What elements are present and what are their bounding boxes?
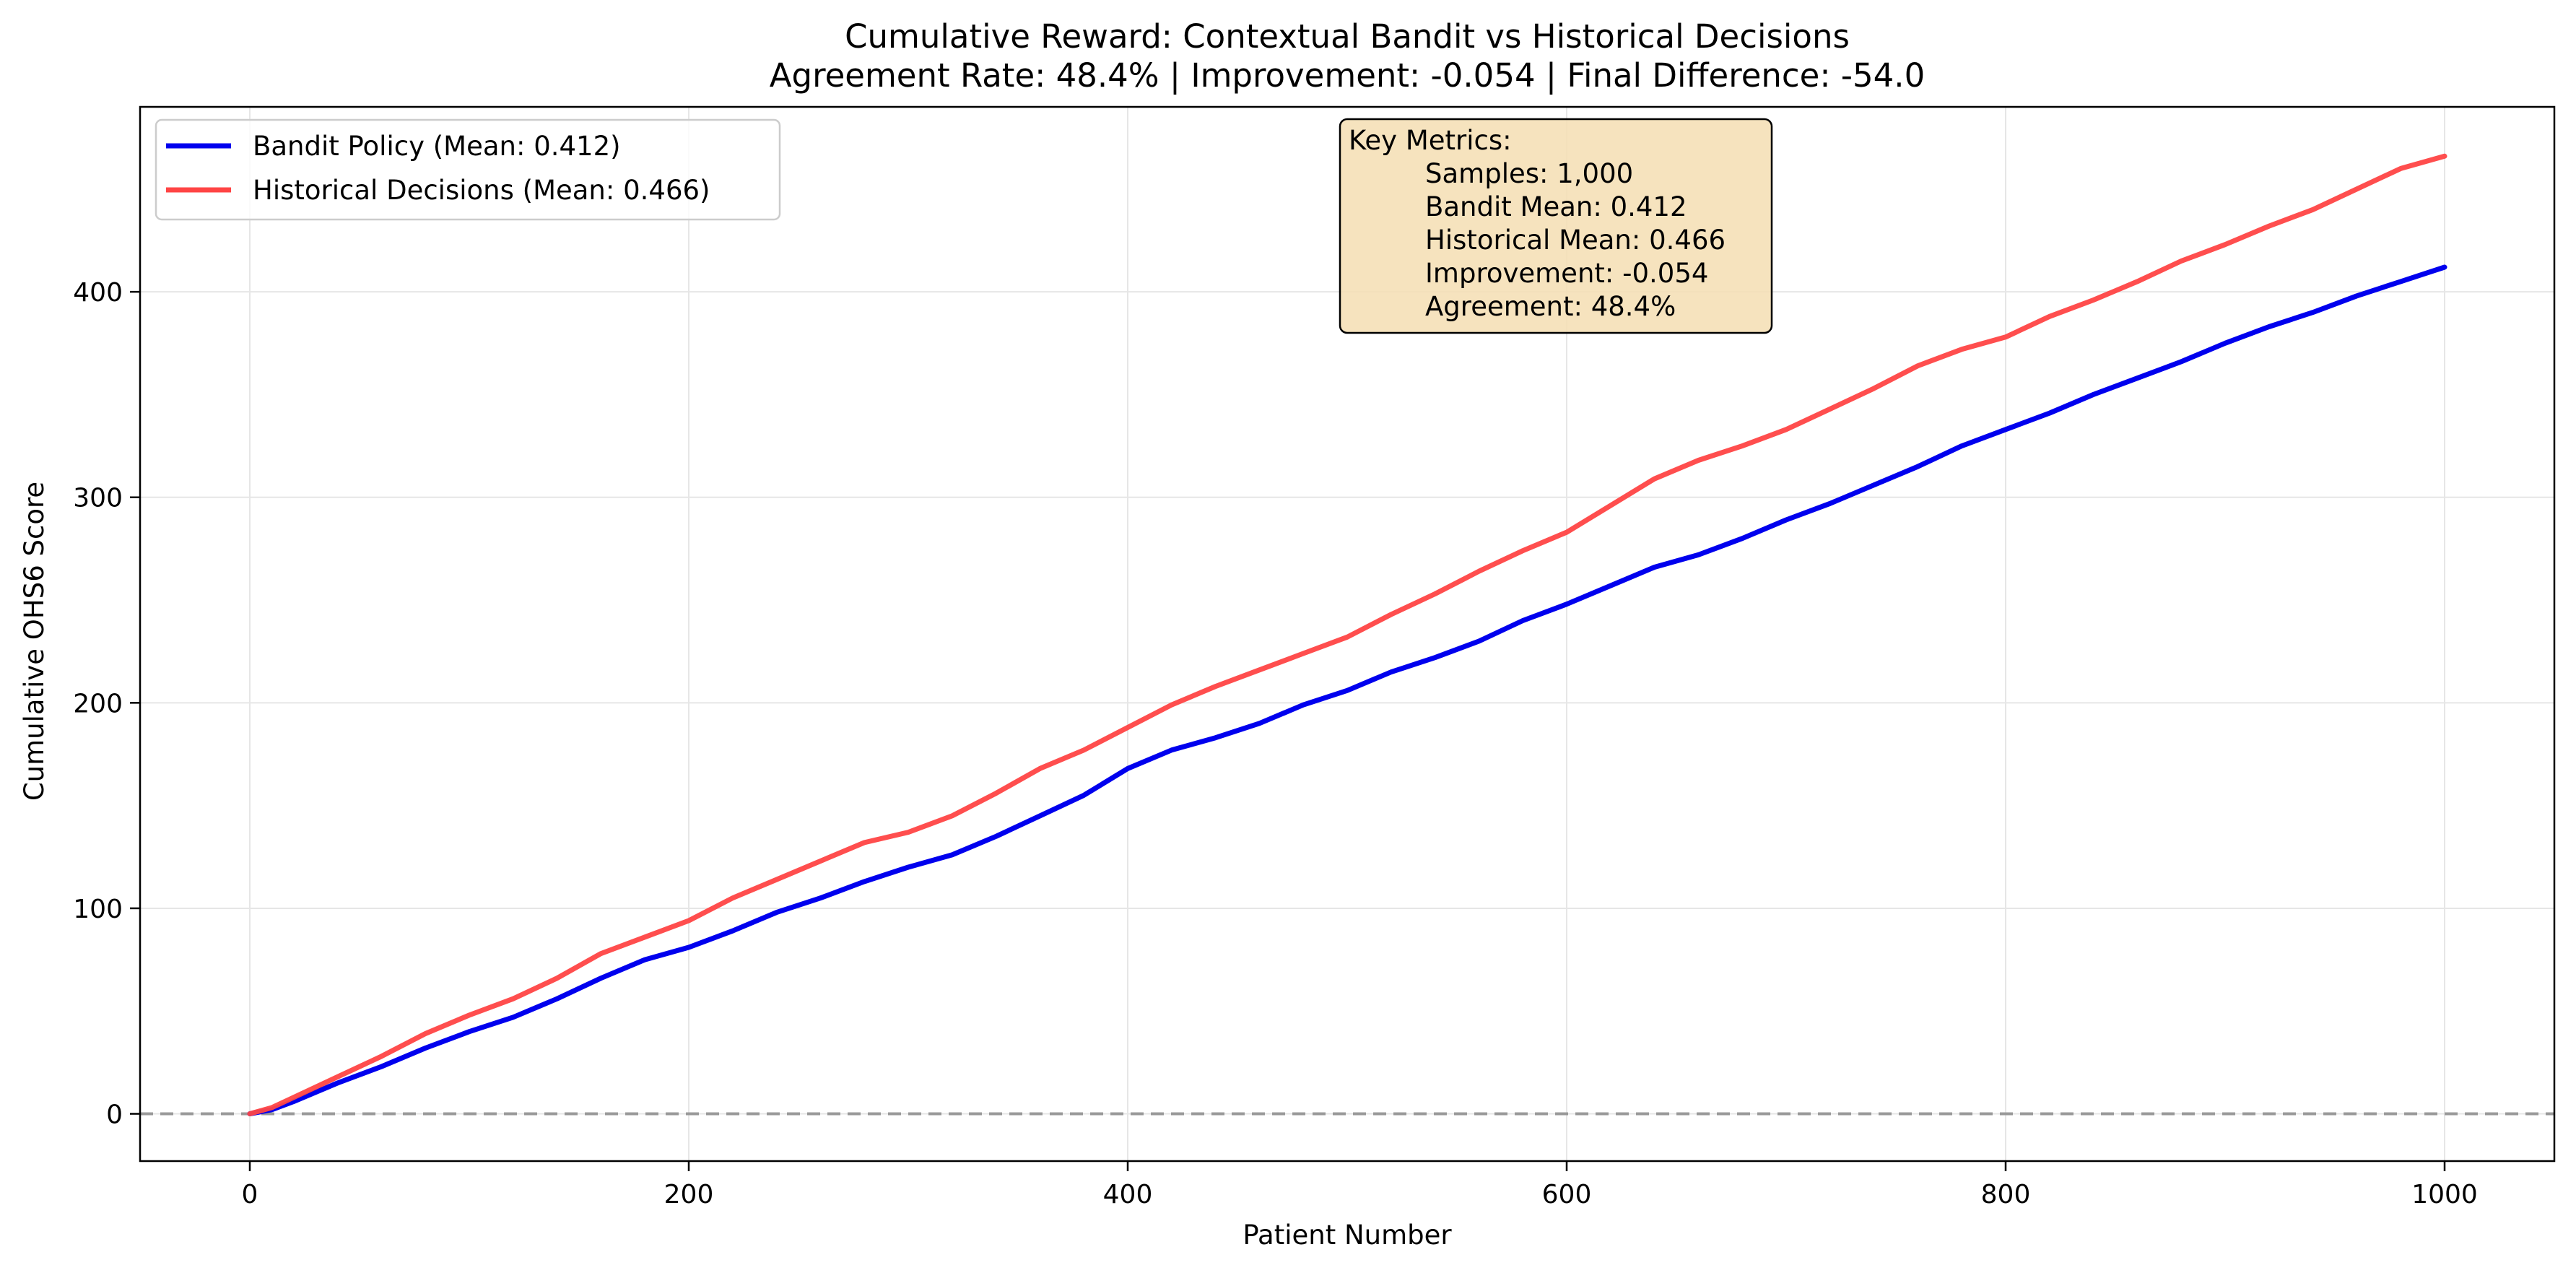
series-lines xyxy=(247,153,2447,1116)
historical-decisions-line xyxy=(247,153,2447,1116)
key-metrics-background xyxy=(1339,118,1773,334)
chart-subtitle: Agreement Rate: 48.4% | Improvement: -0.… xyxy=(770,56,1926,95)
x-axis-ticks: 0 200 400 600 800 1000 xyxy=(242,1161,2478,1209)
y-tick-label: 400 xyxy=(73,278,123,308)
x-tick-label: 600 xyxy=(1542,1180,1592,1209)
x-tick-label: 200 xyxy=(664,1180,714,1209)
legend-label-historical: Historical Decisions (Mean: 0.466) xyxy=(253,175,710,206)
y-tick-label: 0 xyxy=(106,1100,123,1130)
key-metric-improvement: Improvement: -0.054 xyxy=(1425,258,1708,289)
x-axis-label: Patient Number xyxy=(1243,1220,1452,1251)
legend: Bandit Policy (Mean: 0.412) Historical D… xyxy=(155,118,781,221)
y-tick-label: 300 xyxy=(73,484,123,513)
chart-title: Cumulative Reward: Contextual Bandit vs … xyxy=(845,17,1850,56)
y-tick-label: 100 xyxy=(73,895,123,924)
y-axis-ticks: 0 100 200 300 400 xyxy=(73,278,140,1130)
x-tick-label: 0 xyxy=(242,1180,258,1209)
key-metric-bandit-mean: Bandit Mean: 0.412 xyxy=(1425,191,1687,222)
key-metric-samples: Samples: 1,000 xyxy=(1425,158,1633,189)
plot-frame xyxy=(139,105,2556,1163)
key-metric-agreement: Agreement: 48.4% xyxy=(1425,291,1676,322)
x-tick-label: 1000 xyxy=(2411,1180,2478,1209)
y-tick-label: 200 xyxy=(73,689,123,718)
bandit-policy-line xyxy=(247,264,2447,1116)
key-metrics-heading: Key Metrics: xyxy=(1349,125,1512,156)
y-axis-label: Cumulative OHS6 Score xyxy=(19,482,50,801)
legend-label-bandit: Bandit Policy (Mean: 0.412) xyxy=(253,131,621,162)
grid xyxy=(140,107,2554,1161)
x-tick-label: 400 xyxy=(1103,1180,1153,1209)
x-tick-label: 800 xyxy=(1981,1180,2031,1209)
key-metric-historical-mean: Historical Mean: 0.466 xyxy=(1425,225,1726,256)
legend-box xyxy=(155,118,781,221)
key-metrics-box: Key Metrics: Samples: 1,000 Bandit Mean:… xyxy=(1339,118,1773,334)
